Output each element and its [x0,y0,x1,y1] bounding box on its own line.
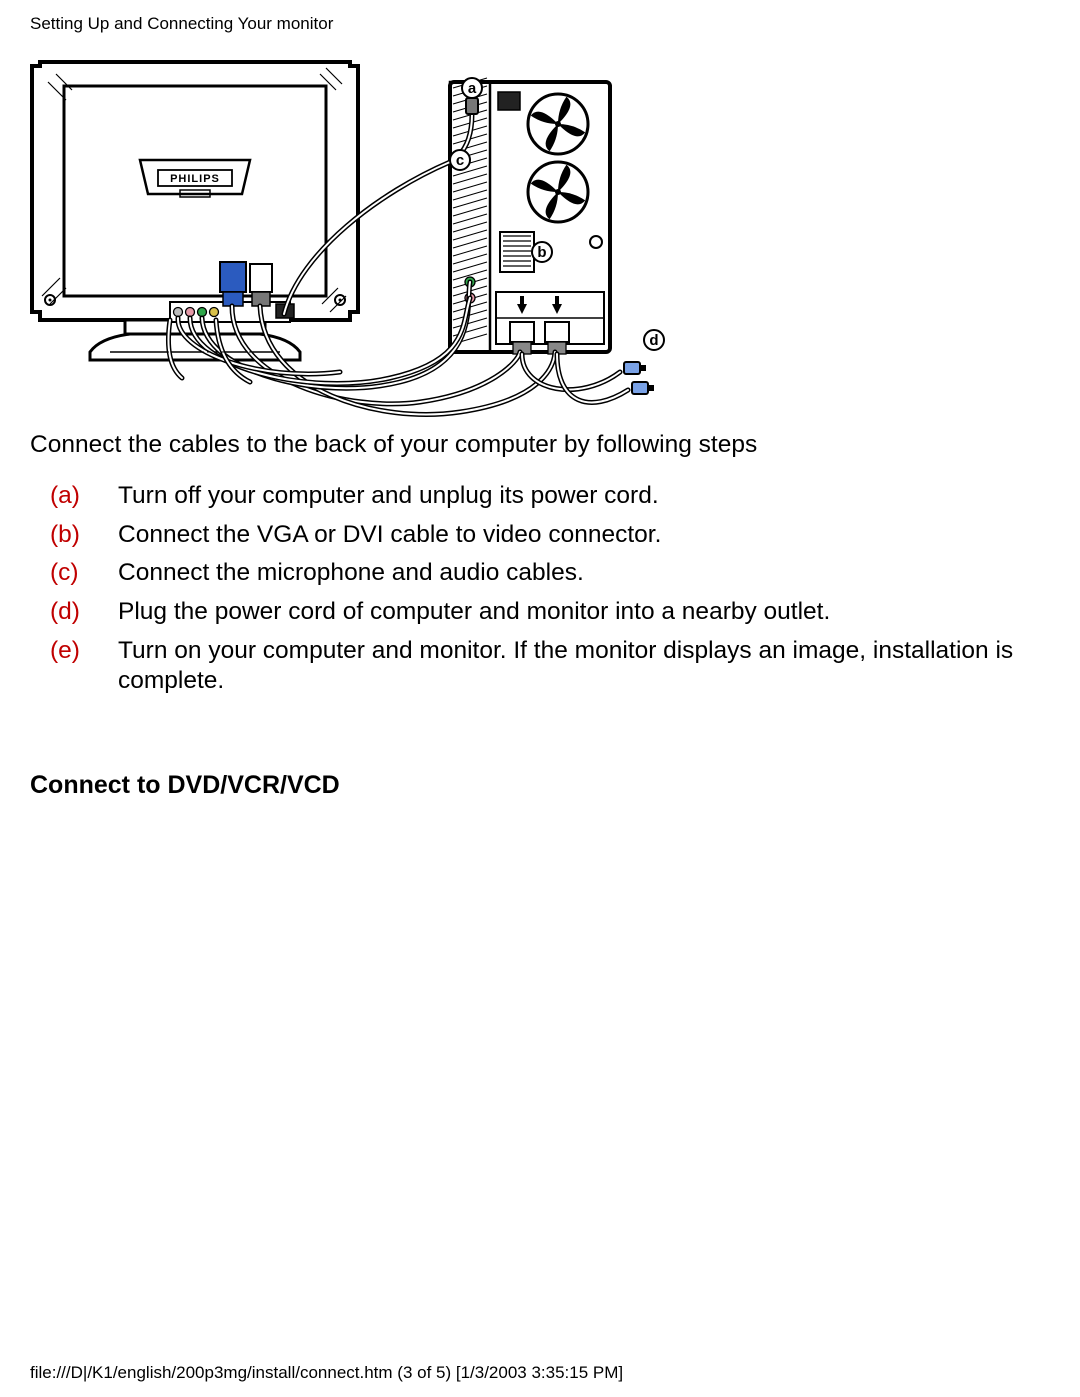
svg-text:d: d [649,332,658,349]
step-marker: (c) [50,554,118,593]
svg-text:c: c [456,152,464,169]
step-text: Connect the VGA or DVI cable to video co… [118,516,1050,555]
intro-text: Connect the cables to the back of your c… [30,431,1050,459]
document-page: Setting Up and Connecting Your monitor P… [0,0,1080,1397]
step-text: Plug the power cord of computer and moni… [118,593,1050,632]
svg-text:b: b [537,244,546,261]
page-footer: file:///D|/K1/english/200p3mg/install/co… [30,1363,623,1383]
connection-diagram: PHILIPS a c b d [20,52,1050,417]
section-heading: Connect to DVD/VCR/VCD [30,771,1050,800]
step-row: (b)Connect the VGA or DVI cable to video… [50,516,1050,555]
steps-table: (a)Turn off your computer and unplug its… [50,477,1050,701]
step-row: (e)Turn on your computer and monitor. If… [50,632,1050,701]
step-marker: (a) [50,477,118,516]
step-row: (a)Turn off your computer and unplug its… [50,477,1050,516]
svg-text:PHILIPS: PHILIPS [170,173,220,185]
step-marker: (b) [50,516,118,555]
step-row: (c)Connect the microphone and audio cabl… [50,554,1050,593]
svg-text:a: a [468,80,477,97]
step-row: (d)Plug the power cord of computer and m… [50,593,1050,632]
page-header: Setting Up and Connecting Your monitor [30,14,1050,34]
step-text: Turn off your computer and unplug its po… [118,477,1050,516]
step-marker: (e) [50,632,118,701]
step-text: Turn on your computer and monitor. If th… [118,632,1050,701]
step-text: Connect the microphone and audio cables. [118,554,1050,593]
step-marker: (d) [50,593,118,632]
